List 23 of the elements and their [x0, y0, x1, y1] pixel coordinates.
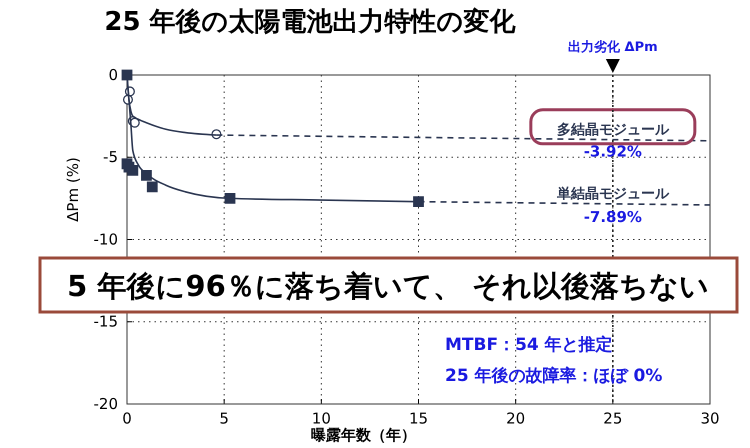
- x-tick-label: 10: [312, 410, 331, 428]
- chart-title: 25 年後の太陽電池出力特性の変化: [104, 7, 517, 37]
- y-tick-label: 0: [108, 66, 118, 84]
- ref-line-label: 出力劣化 ΔPm: [568, 40, 658, 55]
- annotation: 25 年後の故障率：ほぼ 0%: [445, 366, 662, 386]
- x-tick-label: 25: [603, 410, 622, 428]
- series-label: 単結晶モジュール: [556, 186, 670, 202]
- y-tick-label: -20: [94, 394, 118, 413]
- x-tick-label: 30: [700, 410, 720, 428]
- annotation: 5 年後に96％に落ち着いて、 それ以後落ちない: [67, 269, 709, 303]
- x-tick-label: 0: [122, 410, 132, 428]
- x-tick-label: 20: [506, 410, 526, 428]
- y-tick-label: -10: [94, 230, 118, 248]
- y-tick-label: -5: [103, 148, 118, 166]
- x-axis-title: 曝露年数（年）: [311, 426, 416, 444]
- annotation: -7.89%: [584, 208, 642, 226]
- y-axis-title: ΔPm (%): [64, 157, 82, 222]
- annotation: -3.92%: [584, 142, 642, 160]
- x-tick-label: 15: [408, 410, 428, 428]
- annotation: MTBF：54 年と推定: [445, 335, 613, 355]
- series-label: 多結晶モジュール: [556, 122, 670, 138]
- x-tick-label: 5: [219, 410, 229, 428]
- y-tick-label: -15: [94, 312, 118, 331]
